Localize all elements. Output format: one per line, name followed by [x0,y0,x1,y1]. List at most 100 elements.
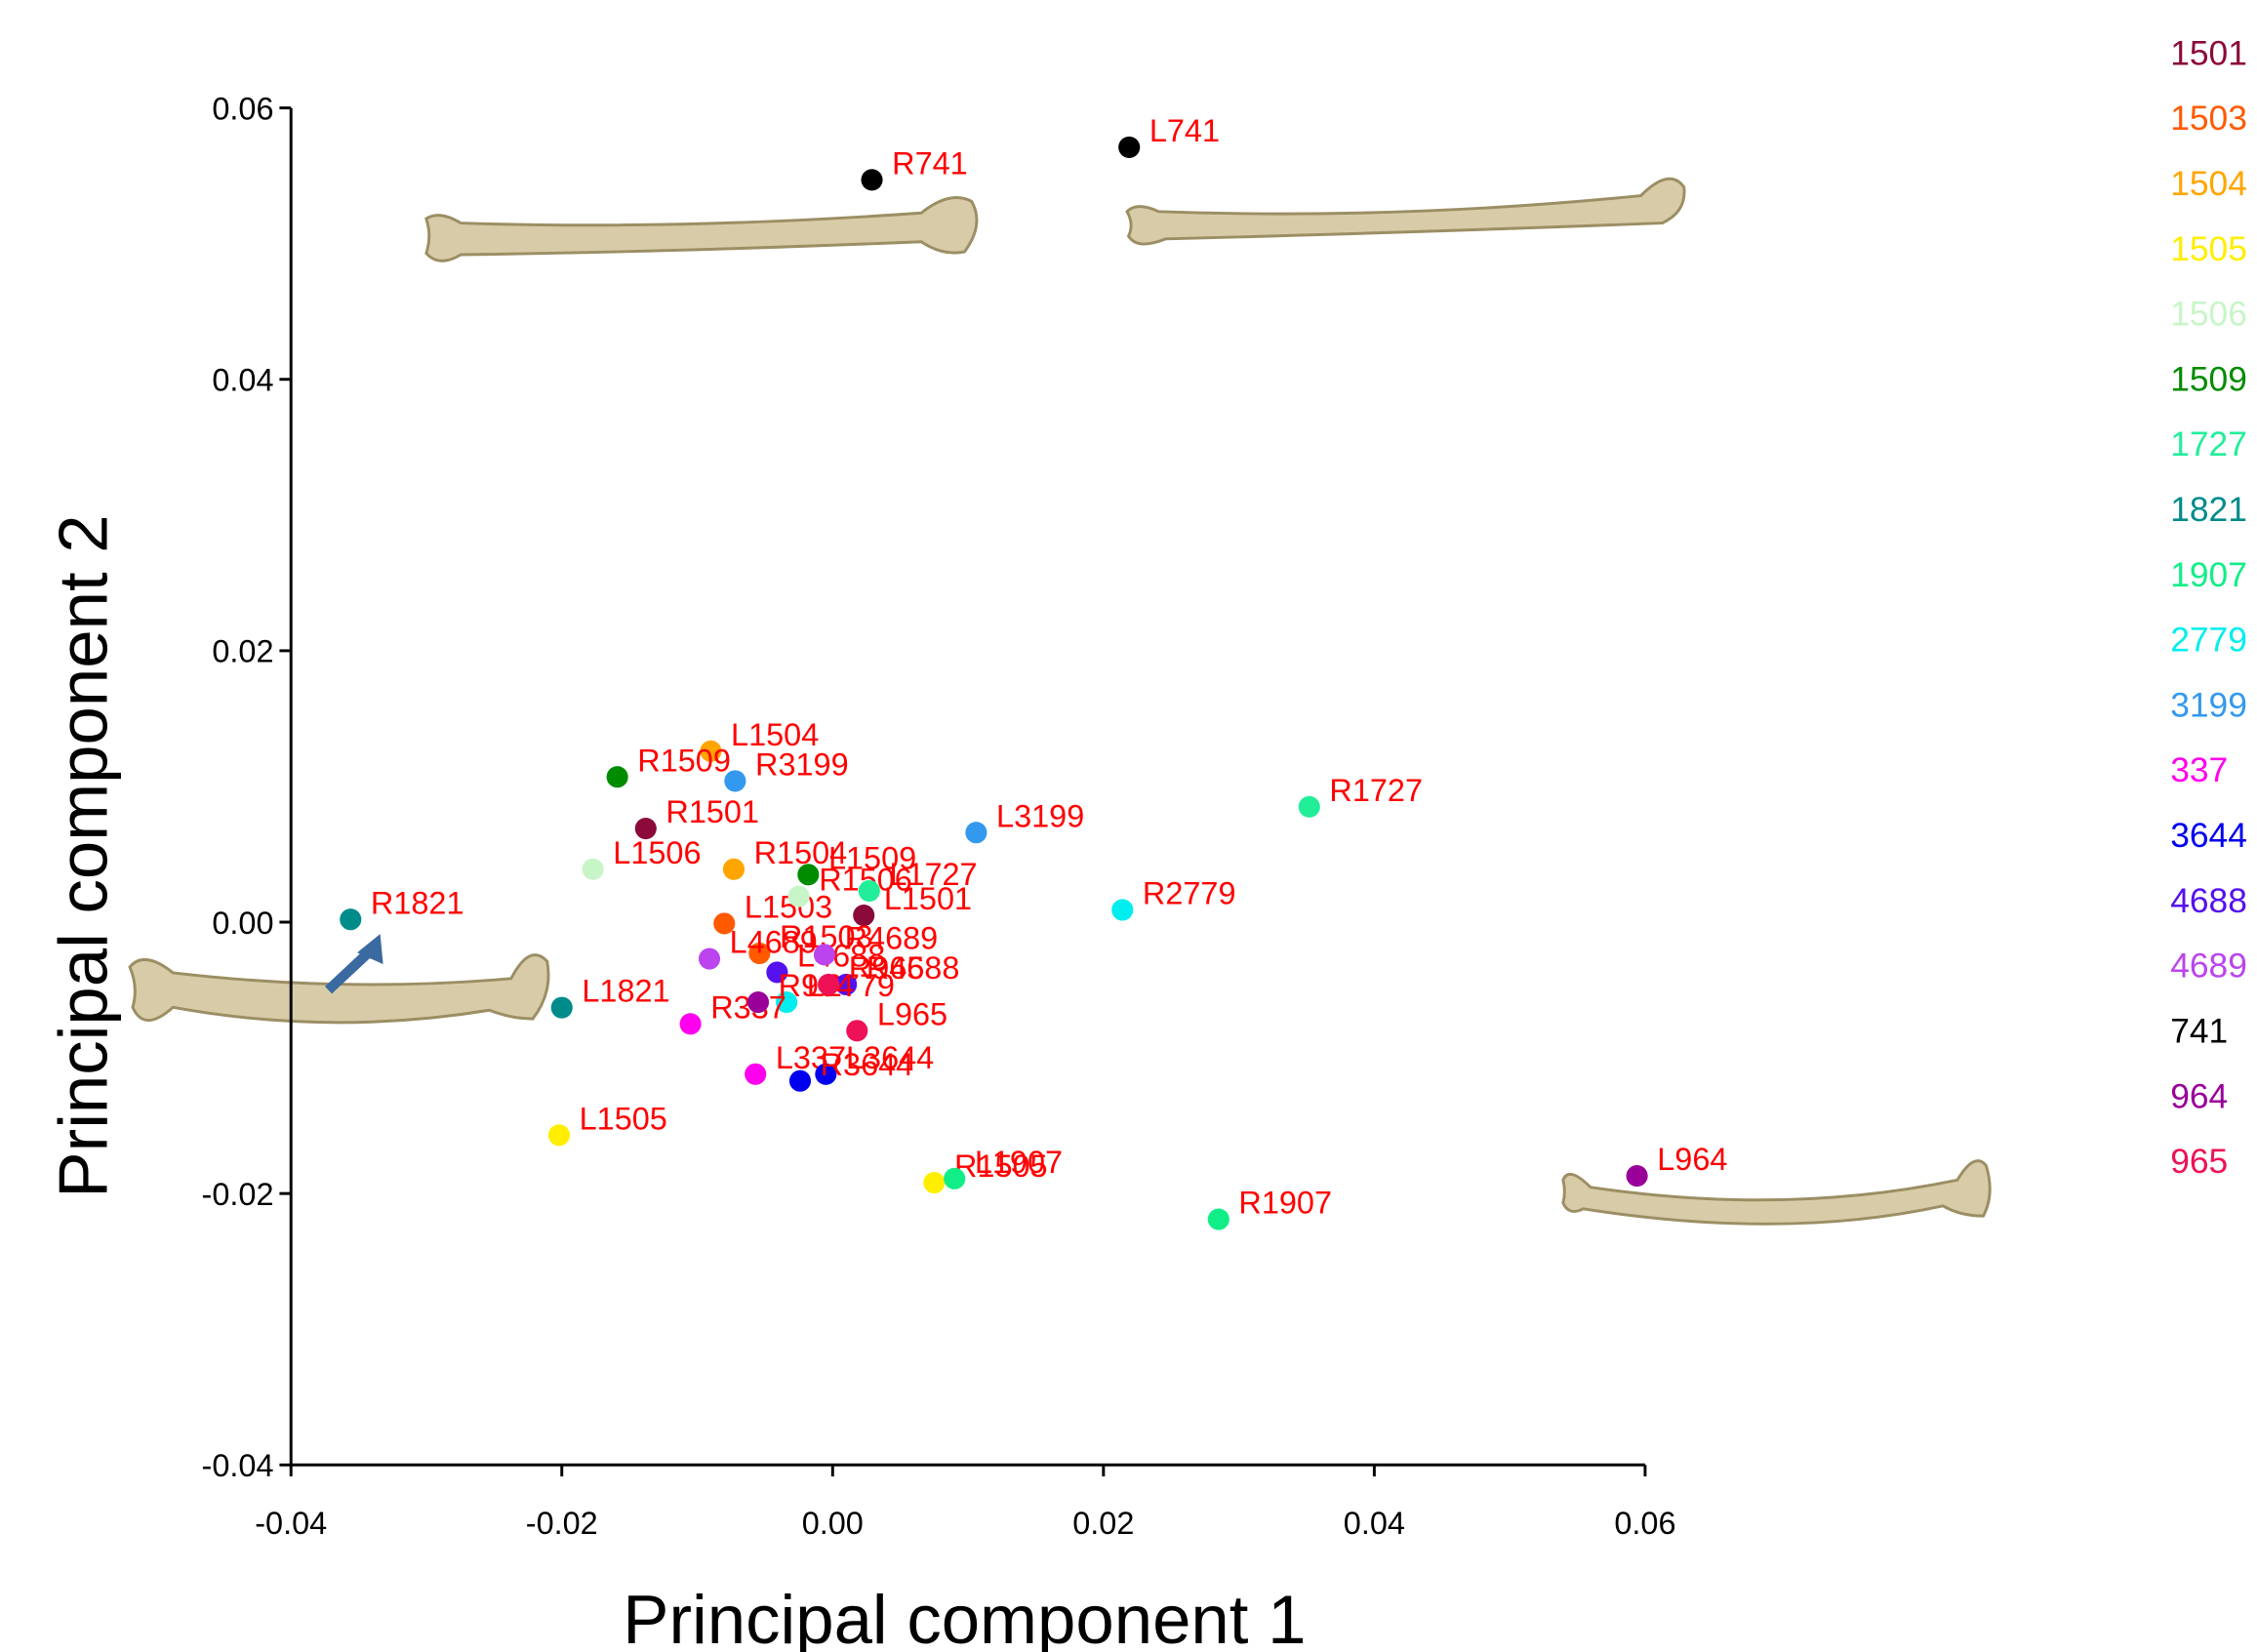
point [787,885,810,907]
point [1118,136,1141,158]
y-tick-label: 0.06 [212,91,273,126]
legend-label: 4689 [2170,947,2247,986]
x-tick-label: 0.04 [1344,1506,1405,1541]
legend-label: 1504 [2170,165,2247,203]
point-label: L1727 [889,857,977,892]
legend-label: 1506 [2170,296,2247,334]
point [1207,1208,1229,1230]
bone [424,196,979,262]
point [858,879,880,903]
point-label: L965 [877,996,947,1031]
y-tick-label: 0.02 [212,634,273,669]
pointer-arrow [325,946,376,994]
point-label: R4689 [845,920,939,955]
legend-label: 4688 [2170,882,2247,920]
point [582,858,604,880]
point [853,904,875,927]
point-label: R337 [710,989,786,1025]
legend-label: 337 [2170,751,2228,789]
point [861,169,883,191]
x-tick-label: -0.04 [255,1506,327,1541]
point-label: R1501 [665,794,759,829]
bone-images [128,177,1992,1226]
y-tick-label: 0.00 [212,906,273,941]
point-label: R2779 [1143,876,1236,911]
point [776,991,798,1014]
point-label: R741 [892,145,968,181]
point-label: L1821 [582,974,669,1009]
point-label: R965 [849,950,925,986]
point [724,770,746,792]
point [788,1069,812,1092]
point-label: R4688 [867,950,960,986]
x-tick-label: -0.02 [526,1506,598,1541]
point-label: L3644 [846,1040,934,1075]
point [1111,899,1134,921]
point [713,912,736,935]
point-label: R1907 [1238,1186,1332,1221]
point-label: L1501 [884,881,972,916]
point-label: L1505 [580,1101,667,1136]
y-tick-label: -0.04 [202,1448,274,1483]
legend-label: 1727 [2170,425,2247,463]
point [766,961,788,984]
legend-label: 1509 [2170,360,2247,398]
point-label: R1504 [754,835,848,870]
legend-label: 3644 [2170,817,2247,855]
point [1298,795,1320,818]
point [698,947,721,970]
bone [1561,1159,1992,1226]
point [813,944,836,966]
point-label: L1509 [828,840,916,875]
x-tick-label: 0.06 [1614,1506,1675,1541]
legend-label: 964 [2170,1077,2228,1115]
point-label: R964 [779,968,855,1003]
point-label: L1504 [731,717,819,752]
point [944,1167,966,1189]
point-label: R3199 [755,746,849,782]
point-label: L741 [1149,113,1220,148]
point-label: L1907 [975,1145,1063,1180]
point [746,991,770,1014]
legend-label: 1821 [2170,491,2247,529]
point [748,942,771,965]
point [818,973,840,996]
y-tick-label: -0.02 [202,1177,274,1212]
point-label: R1505 [954,1148,1048,1184]
x-axis-title: Principal component 1 [623,1581,1306,1652]
point [965,822,987,844]
point [1626,1165,1648,1188]
legend-label: 1907 [2170,556,2247,594]
point [340,908,362,931]
bone [128,953,550,1025]
point-label: R1821 [371,885,464,920]
x-tick-label: 0.02 [1072,1506,1134,1541]
point [797,864,820,886]
x-tick-label: 0.00 [802,1506,864,1541]
legend-label: 3199 [2170,686,2247,724]
point [923,1171,946,1194]
bone [1125,177,1686,246]
point [679,1013,702,1035]
point [547,1124,571,1147]
legend-label: 2779 [2170,622,2247,660]
legend-label: 1501 [2170,34,2247,72]
point [550,996,573,1019]
point [745,1063,767,1085]
point-label: L4688 [797,939,885,974]
point [634,817,657,840]
y-axis-title: Principal component 2 [44,514,121,1197]
point-label: L4689 [730,925,818,960]
point [835,973,858,996]
legend-label: 741 [2170,1012,2228,1050]
y-tick-label: 0.04 [212,363,273,398]
pointer-arrow-head [357,934,383,965]
point [846,1020,868,1042]
legend-label: 1503 [2170,100,2247,138]
point-label: R1727 [1329,773,1423,808]
point-label: R3644 [821,1047,914,1082]
point-label: R1509 [637,743,731,778]
point [722,858,746,880]
point-label: L964 [1657,1142,1727,1177]
